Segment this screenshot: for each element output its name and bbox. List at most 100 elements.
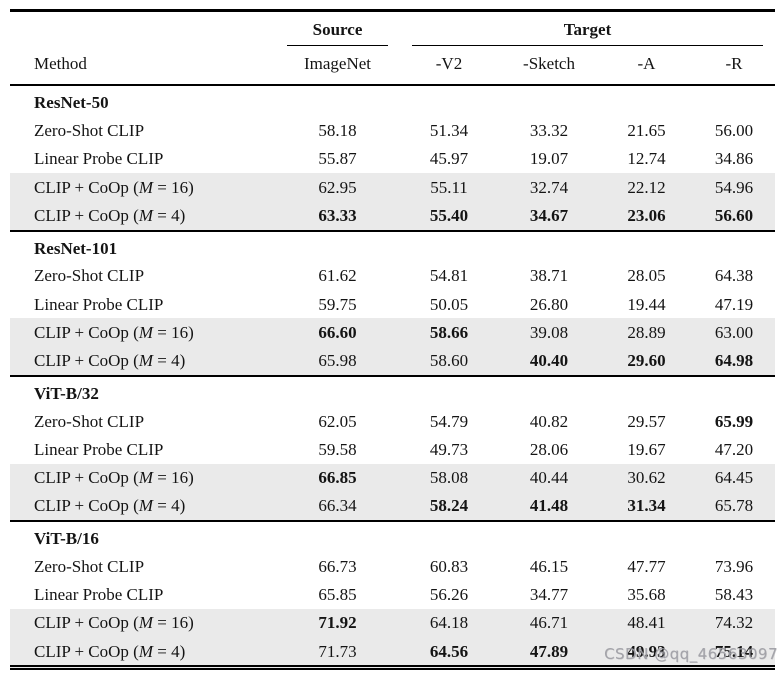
value-cell: 41.48 — [498, 491, 600, 522]
method-label: CLIP + CoOp ( — [34, 205, 139, 225]
method-label: = 4) — [153, 205, 186, 225]
method-label: Zero-Shot CLIP — [34, 556, 145, 576]
value-cell: 23.06 — [600, 201, 693, 231]
column-header-method: Method — [10, 46, 275, 87]
results-table: Source Target Method ImageNet -V2 -Sketc… — [10, 9, 775, 671]
method-math-var: M — [138, 496, 153, 516]
method-cell: CLIP + CoOp (M = 4) — [10, 491, 275, 522]
method-label: Linear Probe CLIP — [34, 294, 164, 314]
value-cell: 65.78 — [693, 491, 775, 522]
method-label: = 16) — [153, 613, 194, 633]
value-cell: 39.08 — [498, 318, 600, 347]
section-title: ViT-B/32 — [10, 374, 775, 408]
value-cell: 63.33 — [275, 201, 400, 231]
value-cell: 55.40 — [400, 201, 498, 231]
method-label: = 16) — [153, 468, 194, 488]
value-cell: 46.15 — [529, 556, 569, 576]
method-cell: CLIP + CoOp (M = 16) — [10, 173, 275, 202]
method-label: Linear Probe CLIP — [34, 149, 164, 169]
value-cell: 38.71 — [529, 266, 569, 286]
value-cell: 22.12 — [600, 173, 693, 202]
method-cell: Linear Probe CLIP — [10, 290, 275, 318]
column-header-imagenet: ImageNet — [275, 46, 400, 87]
method-math-var: M — [138, 613, 153, 633]
value-cell: 33.32 — [529, 121, 569, 141]
value-cell: 34.86 — [714, 149, 754, 169]
table-row: Zero-Shot CLIP 58.18 51.34 33.32 21.65 56.00 — [10, 117, 775, 145]
method-cell: Zero-Shot CLIP — [10, 552, 275, 580]
method-math-var: M — [138, 351, 153, 371]
value-cell: 65.85 — [318, 585, 357, 605]
method-cell: CLIP + CoOp (M = 4) — [10, 637, 275, 668]
value-cell: 66.34 — [275, 491, 400, 522]
table-row: Linear Probe CLIP 65.85 56.26 34.77 35.68 58.… — [10, 581, 775, 609]
value-cell: 34.67 — [498, 201, 600, 231]
value-cell: 60.83 — [429, 556, 469, 576]
method-cell: Zero-Shot CLIP — [10, 407, 275, 435]
method-cell: Linear Probe CLIP — [10, 145, 275, 173]
section-title: ResNet-50 — [34, 93, 109, 113]
value-cell: 40.40 — [498, 346, 600, 376]
section-vit-b-32: ViT-B/32 Zero-Shot CLIP 62.05 54.79 40.82 29.… — [10, 374, 775, 522]
value-cell: 71.92 — [275, 608, 400, 638]
method-cell: Zero-Shot CLIP — [10, 262, 275, 290]
table-row: CLIP + CoOp (M = 4) 63.33 55.40 34.67 23.06 5… — [10, 201, 775, 231]
table-row: Zero-Shot CLIP 61.62 54.81 38.71 28.05 64.38 — [10, 262, 775, 290]
value-cell: 46.71 — [498, 608, 600, 638]
value-cell: 66.60 — [275, 318, 400, 347]
value-cell: 51.34 — [429, 121, 469, 141]
value-cell: 58.43 — [714, 585, 754, 605]
value-cell: 56.26 — [429, 585, 469, 605]
column-header-sketch: -Sketch — [498, 46, 600, 87]
value-cell: 26.80 — [529, 294, 569, 314]
value-cell: 74.32 — [693, 608, 775, 638]
method-label: CLIP + CoOp ( — [34, 641, 139, 661]
table-row: CLIP + CoOp (M = 16) 71.92 64.18 46.71 48.41… — [10, 608, 775, 638]
method-label: Linear Probe CLIP — [34, 439, 164, 459]
column-header-a: -A — [600, 46, 693, 87]
header-group-target: Target — [400, 11, 775, 47]
method-label: CLIP + CoOp ( — [34, 496, 139, 516]
value-cell: 47.77 — [627, 556, 666, 576]
method-label: Zero-Shot CLIP — [34, 411, 145, 431]
table-row: CLIP + CoOp (M = 4) 66.34 58.24 41.48 31.34 6… — [10, 491, 775, 522]
method-label: CLIP + CoOp ( — [34, 468, 139, 488]
value-cell: 34.77 — [529, 585, 569, 605]
header-empty-cell — [10, 11, 275, 47]
value-cell: 56.00 — [714, 121, 754, 141]
section-header-row: ViT-B/32 — [10, 374, 775, 408]
method-label: = 16) — [153, 322, 194, 342]
method-label: = 4) — [153, 351, 186, 371]
value-cell: 62.05 — [318, 411, 357, 431]
section-title: ViT-B/16 — [10, 520, 775, 553]
method-cell: Linear Probe CLIP — [10, 581, 275, 609]
method-label: Zero-Shot CLIP — [34, 121, 145, 141]
value-cell: 49.93 — [600, 637, 693, 668]
value-cell: 64.98 — [693, 346, 775, 376]
method-label: CLIP + CoOp ( — [34, 322, 139, 342]
value-cell: 47.20 — [714, 439, 754, 459]
value-cell: 58.18 — [318, 121, 357, 141]
value-cell: 64.45 — [693, 463, 775, 492]
table-row: Linear Probe CLIP 59.58 49.73 28.06 19.67 47.… — [10, 435, 775, 463]
value-cell: 56.60 — [693, 201, 775, 231]
method-cell: Zero-Shot CLIP — [10, 117, 275, 145]
value-cell: 73.96 — [714, 556, 754, 576]
value-cell: 58.24 — [400, 491, 498, 522]
csdn-watermark: CSDN @qq_46563097 — [604, 645, 778, 663]
value-cell: 64.56 — [400, 637, 498, 668]
table-row: Linear Probe CLIP 55.87 45.97 19.07 12.74 34.… — [10, 145, 775, 173]
value-cell: 58.08 — [400, 463, 498, 492]
method-cell: CLIP + CoOp (M = 4) — [10, 201, 275, 231]
table-row: CLIP + CoOp (M = 4) 65.98 58.60 40.40 29.60 6… — [10, 346, 775, 376]
section-header-row: ViT-B/16 — [10, 520, 775, 553]
column-header-v2: -V2 — [400, 46, 498, 87]
section-resnet-50: ResNet-50 Zero-Shot CLIP 58.18 51.34 33.32 21… — [10, 85, 775, 231]
header-group-source: Source — [275, 11, 400, 47]
method-math-var: M — [138, 468, 153, 488]
section-vit-b-16: ViT-B/16 Zero-Shot CLIP 66.73 60.83 46.15 47.… — [10, 520, 775, 668]
value-cell: 64.18 — [400, 608, 498, 638]
method-label: = 4) — [153, 641, 186, 661]
section-header-row: ResNet-101 — [10, 229, 775, 262]
